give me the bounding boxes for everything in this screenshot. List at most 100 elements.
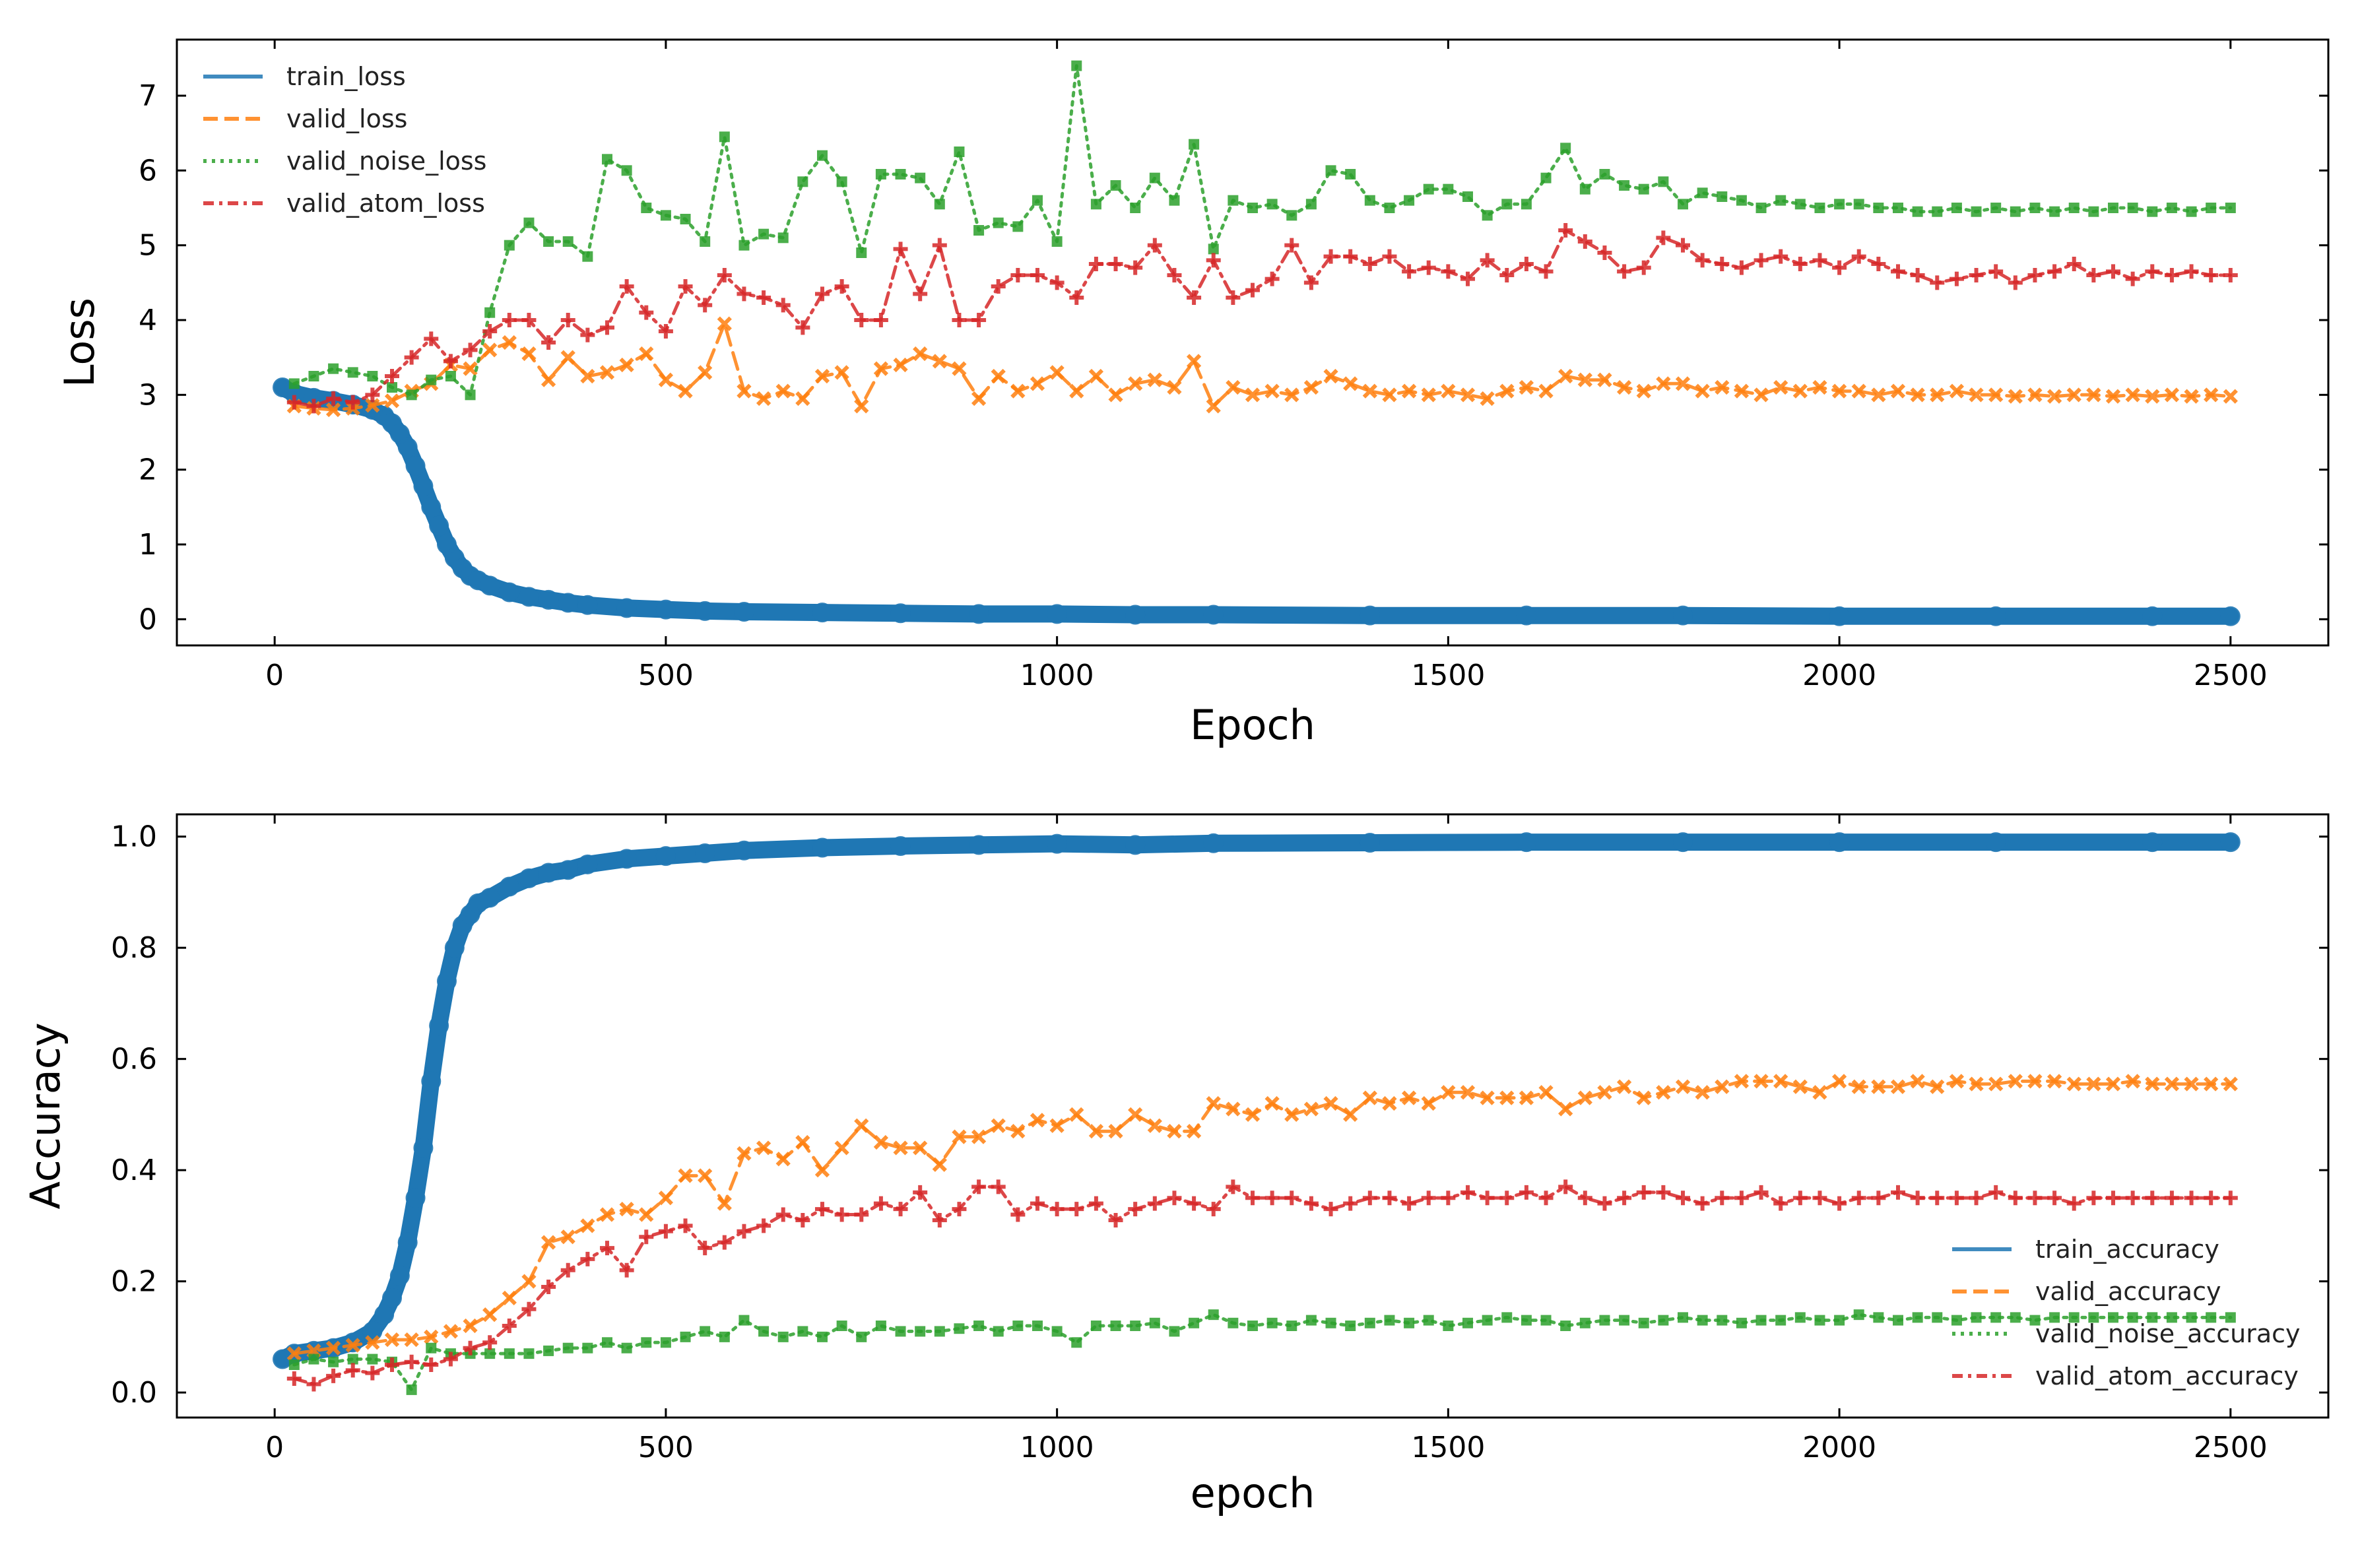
- data-point: [1305, 1315, 1317, 1326]
- data-point: [1577, 1090, 1592, 1105]
- data-point: [680, 1331, 691, 1342]
- data-point: [426, 374, 437, 385]
- data-point: [424, 331, 439, 346]
- data-point: [1969, 387, 1984, 403]
- data-point: [817, 1331, 828, 1342]
- series-valid_noise_loss: [288, 60, 2236, 401]
- data-point: [1773, 249, 1788, 264]
- data-point: [2186, 1312, 2197, 1323]
- data-point: [385, 369, 399, 383]
- data-point: [2184, 264, 2199, 279]
- data-point: [367, 371, 378, 381]
- data-point: [1030, 1113, 1045, 1128]
- data-point: [1167, 379, 1182, 395]
- data-point: [915, 172, 926, 183]
- data-point: [1988, 1076, 2004, 1092]
- data-point: [1697, 1315, 1708, 1326]
- data-point: [1088, 1124, 1104, 1139]
- data-point: [756, 1140, 771, 1156]
- data-point: [286, 1346, 302, 1361]
- data-point: [854, 1118, 869, 1133]
- data-point: [1480, 253, 1495, 268]
- data-point: [893, 1202, 908, 1217]
- data-point: [932, 238, 947, 253]
- data-point: [1443, 1321, 1454, 1332]
- x-tick-label: 1500: [1411, 659, 1485, 692]
- data-point: [658, 1224, 673, 1239]
- data-point: [1108, 1124, 1123, 1139]
- data-point: [1619, 1315, 1630, 1326]
- data-point: [795, 320, 810, 335]
- data-point: [560, 1229, 575, 1245]
- data-point: [621, 165, 632, 176]
- data-point: [1128, 376, 1143, 391]
- data-point: [582, 251, 593, 262]
- data-point: [1384, 203, 1395, 213]
- data-point: [1032, 1321, 1043, 1332]
- data-point: [1169, 1326, 1180, 1337]
- data-point: [1047, 604, 1067, 624]
- data-point: [444, 938, 465, 958]
- data-point: [1949, 271, 1964, 286]
- data-point: [834, 1207, 849, 1222]
- x-tick-label: 0: [265, 1431, 284, 1464]
- data-point: [1382, 249, 1397, 264]
- data-point: [1560, 143, 1571, 154]
- data-point: [345, 1363, 360, 1378]
- legend-item: valid_noise_accuracy: [1952, 1319, 2301, 1348]
- data-point: [812, 603, 832, 623]
- data-point: [397, 437, 418, 457]
- data-point: [1636, 260, 1651, 275]
- data-point: [2184, 389, 2199, 404]
- data-point: [2125, 1191, 2140, 1206]
- data-point: [387, 382, 397, 393]
- data-point: [952, 313, 967, 327]
- data-point: [2066, 257, 2081, 271]
- data-point: [934, 1326, 945, 1337]
- data-point: [658, 324, 673, 339]
- data-point: [288, 1359, 300, 1370]
- data-point: [1203, 833, 1224, 853]
- data-point: [1734, 1191, 1749, 1206]
- data-point: [2166, 1312, 2177, 1323]
- data-point: [698, 298, 713, 313]
- data-point: [1069, 1107, 1084, 1123]
- data-point: [2145, 389, 2160, 404]
- data-point: [616, 849, 637, 869]
- data-point: [1893, 203, 1903, 213]
- data-point: [1499, 1191, 1515, 1206]
- data-point: [1090, 1321, 1101, 1332]
- data-point: [1264, 1191, 1280, 1206]
- data-point: [308, 1354, 319, 1365]
- data-point: [499, 582, 519, 603]
- data-point: [738, 240, 750, 251]
- data-point: [1675, 1079, 1691, 1094]
- data-point: [1186, 354, 1202, 369]
- data-point: [1167, 1191, 1182, 1206]
- data-point: [2108, 1312, 2118, 1323]
- data-point: [443, 1324, 459, 1339]
- data-point: [1030, 268, 1045, 282]
- data-point: [1169, 195, 1180, 206]
- data-point: [2010, 206, 2021, 217]
- data-point: [1167, 1124, 1182, 1139]
- data-point: [2049, 206, 2060, 217]
- data-point: [1717, 1315, 1728, 1326]
- data-point: [429, 515, 449, 536]
- legend-item: valid_atom_accuracy: [1952, 1361, 2299, 1390]
- data-point: [1441, 1085, 1456, 1100]
- data-point: [1558, 1179, 1573, 1194]
- data-point: [2223, 268, 2238, 282]
- data-point: [286, 1371, 302, 1387]
- data-point: [655, 599, 676, 620]
- data-point: [1812, 1085, 1827, 1100]
- data-point: [1597, 245, 1612, 260]
- data-point: [1402, 264, 1417, 279]
- data-point: [1638, 183, 1649, 195]
- data-point: [599, 1207, 615, 1222]
- data-point: [795, 391, 810, 407]
- series-group: [273, 832, 2241, 1395]
- data-point: [539, 863, 559, 883]
- data-point: [1871, 257, 1886, 271]
- data-point: [814, 368, 830, 384]
